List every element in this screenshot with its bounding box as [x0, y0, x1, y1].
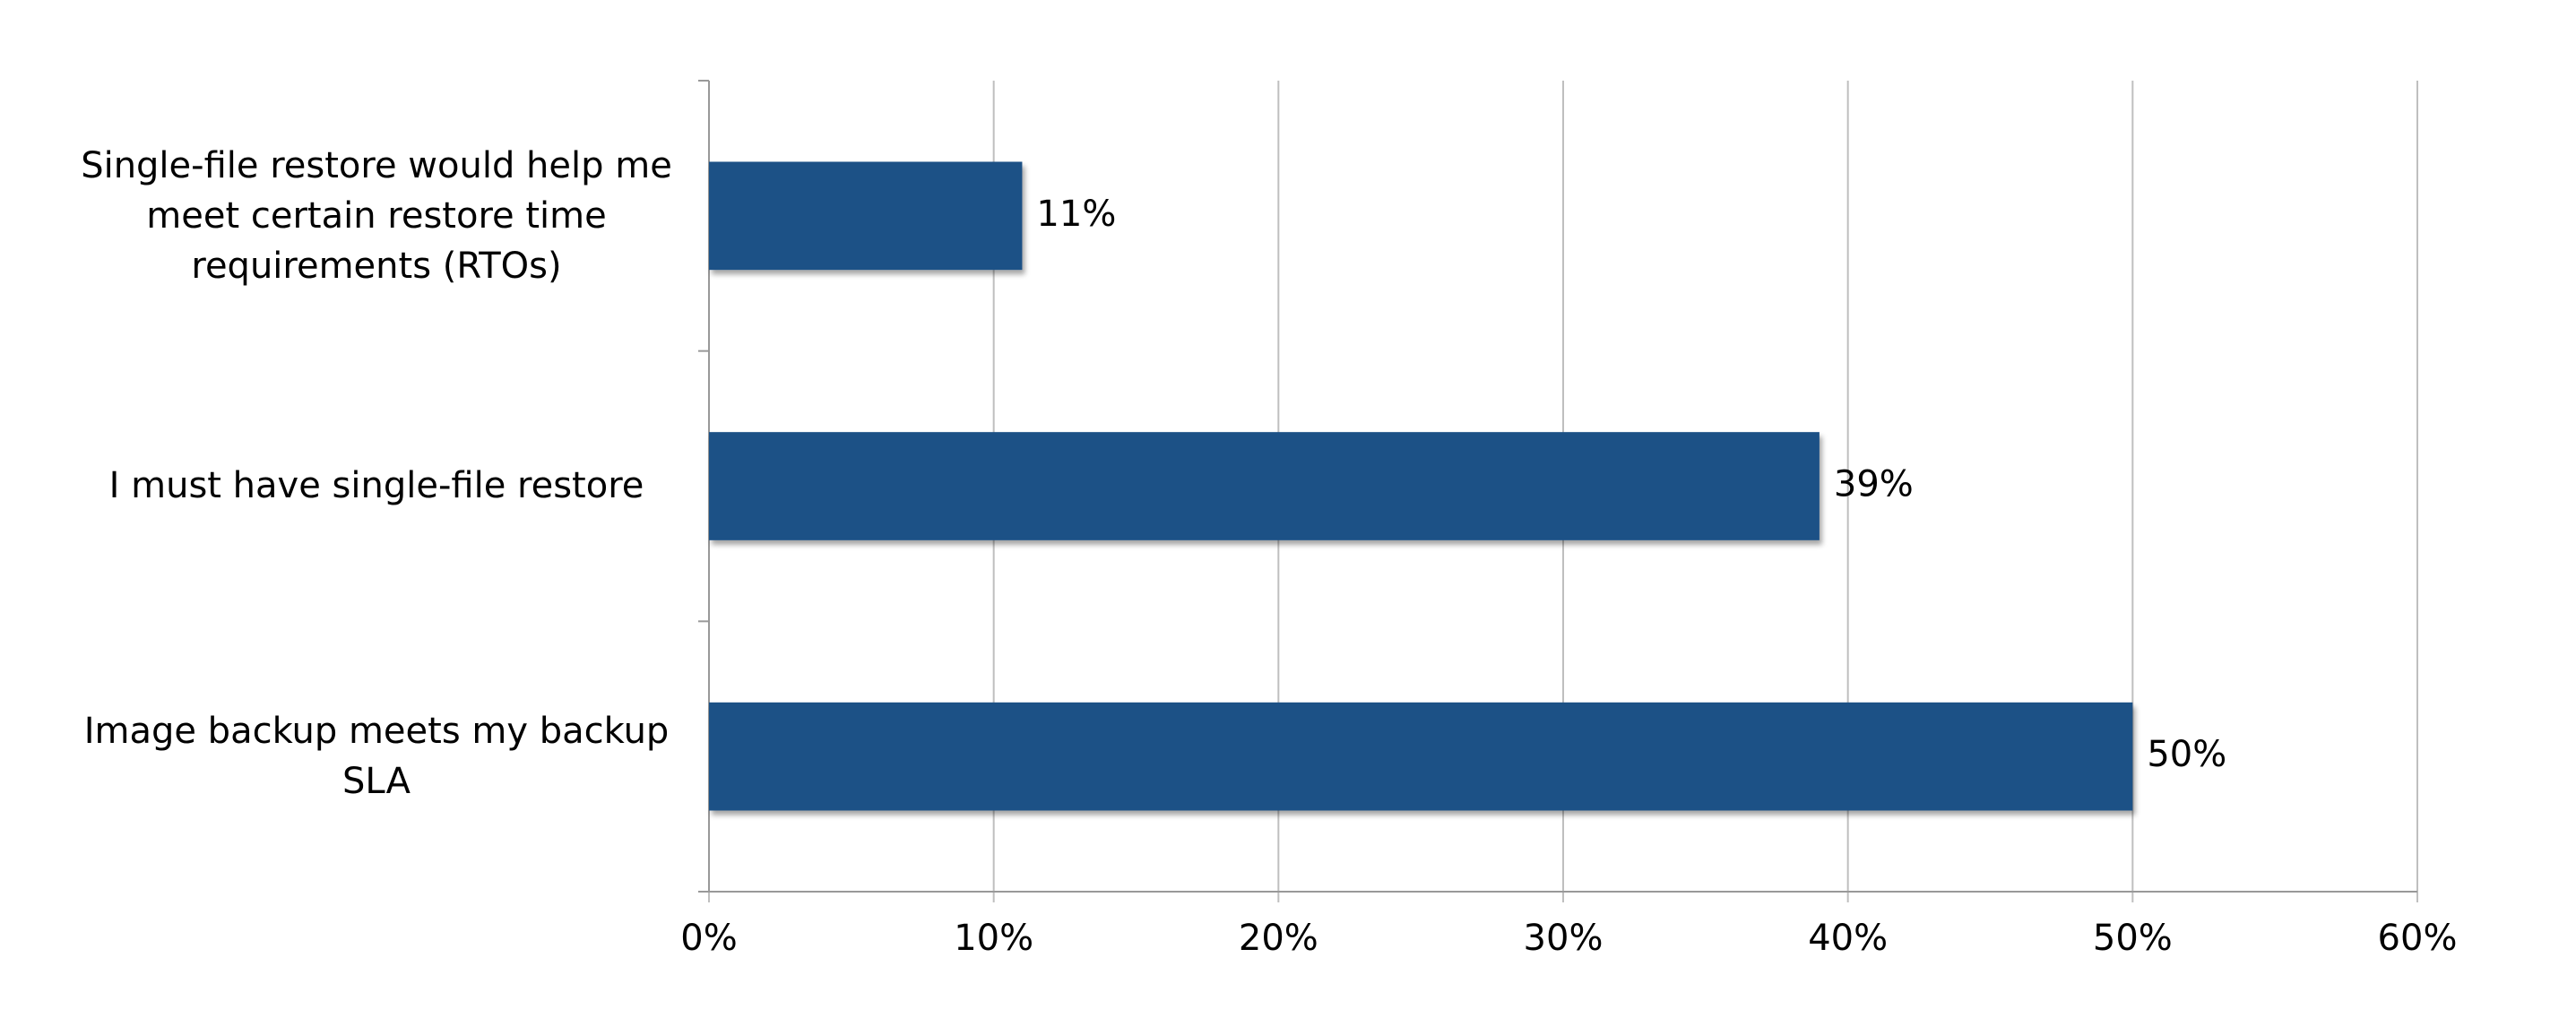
y-tick-label: I must have single-file restore	[108, 465, 644, 507]
x-tick-label: 20%	[1239, 918, 1318, 959]
y-tick-label: Single-file restore would help me meet c…	[81, 144, 672, 287]
bar	[709, 161, 1023, 271]
x-tick-label: 30%	[1524, 918, 1604, 959]
x-tick-label: 50%	[2093, 918, 2173, 959]
x-tick-label: 60%	[2378, 918, 2458, 959]
category-label-box: Single-file restore would help me meet c…	[81, 144, 672, 287]
data-label: 39%	[1834, 464, 1914, 505]
y-tick-label: Image backup meets my backup SLA	[83, 711, 670, 803]
bar	[709, 432, 1820, 540]
x-tick-label: 10%	[954, 918, 1033, 959]
data-label: 50%	[2147, 734, 2226, 775]
category-label-box: I must have single-file restore	[108, 465, 644, 507]
x-tick-label: 0%	[680, 918, 737, 959]
category-label-box: Image backup meets my backup SLA	[83, 711, 670, 803]
x-tick-label: 40%	[1808, 918, 1888, 959]
data-label: 11%	[1036, 194, 1116, 235]
bar	[709, 702, 2133, 811]
